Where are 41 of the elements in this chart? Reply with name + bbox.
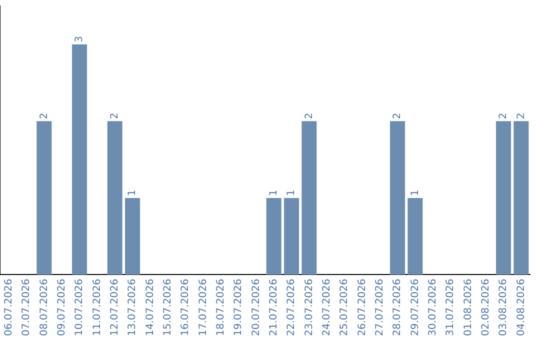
x-tick-label: 14.07.2026	[144, 278, 156, 336]
data-label: 2	[109, 112, 120, 120]
x-tick-label: 08.07.2026	[38, 278, 50, 336]
x-tick-label: 12.07.2026	[109, 278, 120, 336]
x-tick-label: 15.07.2026	[162, 278, 174, 336]
x-tick-label: 02.08.2026	[480, 278, 492, 336]
x-tick-label: 03.08.2026	[498, 278, 510, 336]
x-tick-label: 04.08.2026	[516, 278, 527, 336]
data-label: 2	[304, 112, 315, 120]
x-tick-label: 06.07.2026	[3, 278, 14, 336]
x-tick-label: 07.07.2026	[21, 278, 32, 336]
data-label: 1	[410, 190, 421, 196]
x-tick-label: 21.07.2026	[268, 278, 280, 336]
x-tick-label: 19.07.2026	[233, 278, 244, 336]
data-label: 1	[286, 190, 298, 196]
x-tick-label: 17.07.2026	[198, 278, 209, 336]
x-tick-label: 29.07.2026	[410, 278, 421, 336]
data-label: 2	[516, 112, 527, 120]
x-tick-label: 16.07.2026	[180, 278, 192, 336]
x-tick-label: 10.07.2026	[74, 278, 86, 336]
data-label: 1	[268, 190, 280, 196]
x-tick-label: 27.07.2026	[374, 278, 386, 336]
x-tick-label: 20.07.2026	[250, 278, 262, 336]
data-label: 2	[38, 112, 50, 120]
x-tick-label: 30.07.2026	[427, 278, 438, 336]
data-label: 2	[392, 112, 404, 120]
x-tick-label: 22.07.2026	[286, 278, 298, 336]
x-tick-label: 23.07.2026	[304, 278, 315, 336]
data-label: 2	[498, 112, 510, 120]
x-tick-label: 24.07.2026	[321, 278, 332, 336]
x-tick-label: 01.08.2026	[462, 278, 474, 336]
x-tick-label: 25.07.2026	[339, 278, 350, 336]
data-label: 1	[127, 190, 138, 196]
x-tick-label: 09.07.2026	[56, 278, 68, 336]
x-tick-label: 28.07.2026	[392, 278, 404, 336]
x-tick-label: 11.07.2026	[92, 278, 103, 336]
x-tick-label: 26.07.2026	[356, 278, 368, 336]
x-tick-label: 13.07.2026	[127, 278, 138, 336]
data-label: 3	[74, 36, 86, 42]
x-tick-label: 31.07.2026	[445, 278, 456, 336]
x-tick-label: 18.07.2026	[215, 278, 226, 336]
